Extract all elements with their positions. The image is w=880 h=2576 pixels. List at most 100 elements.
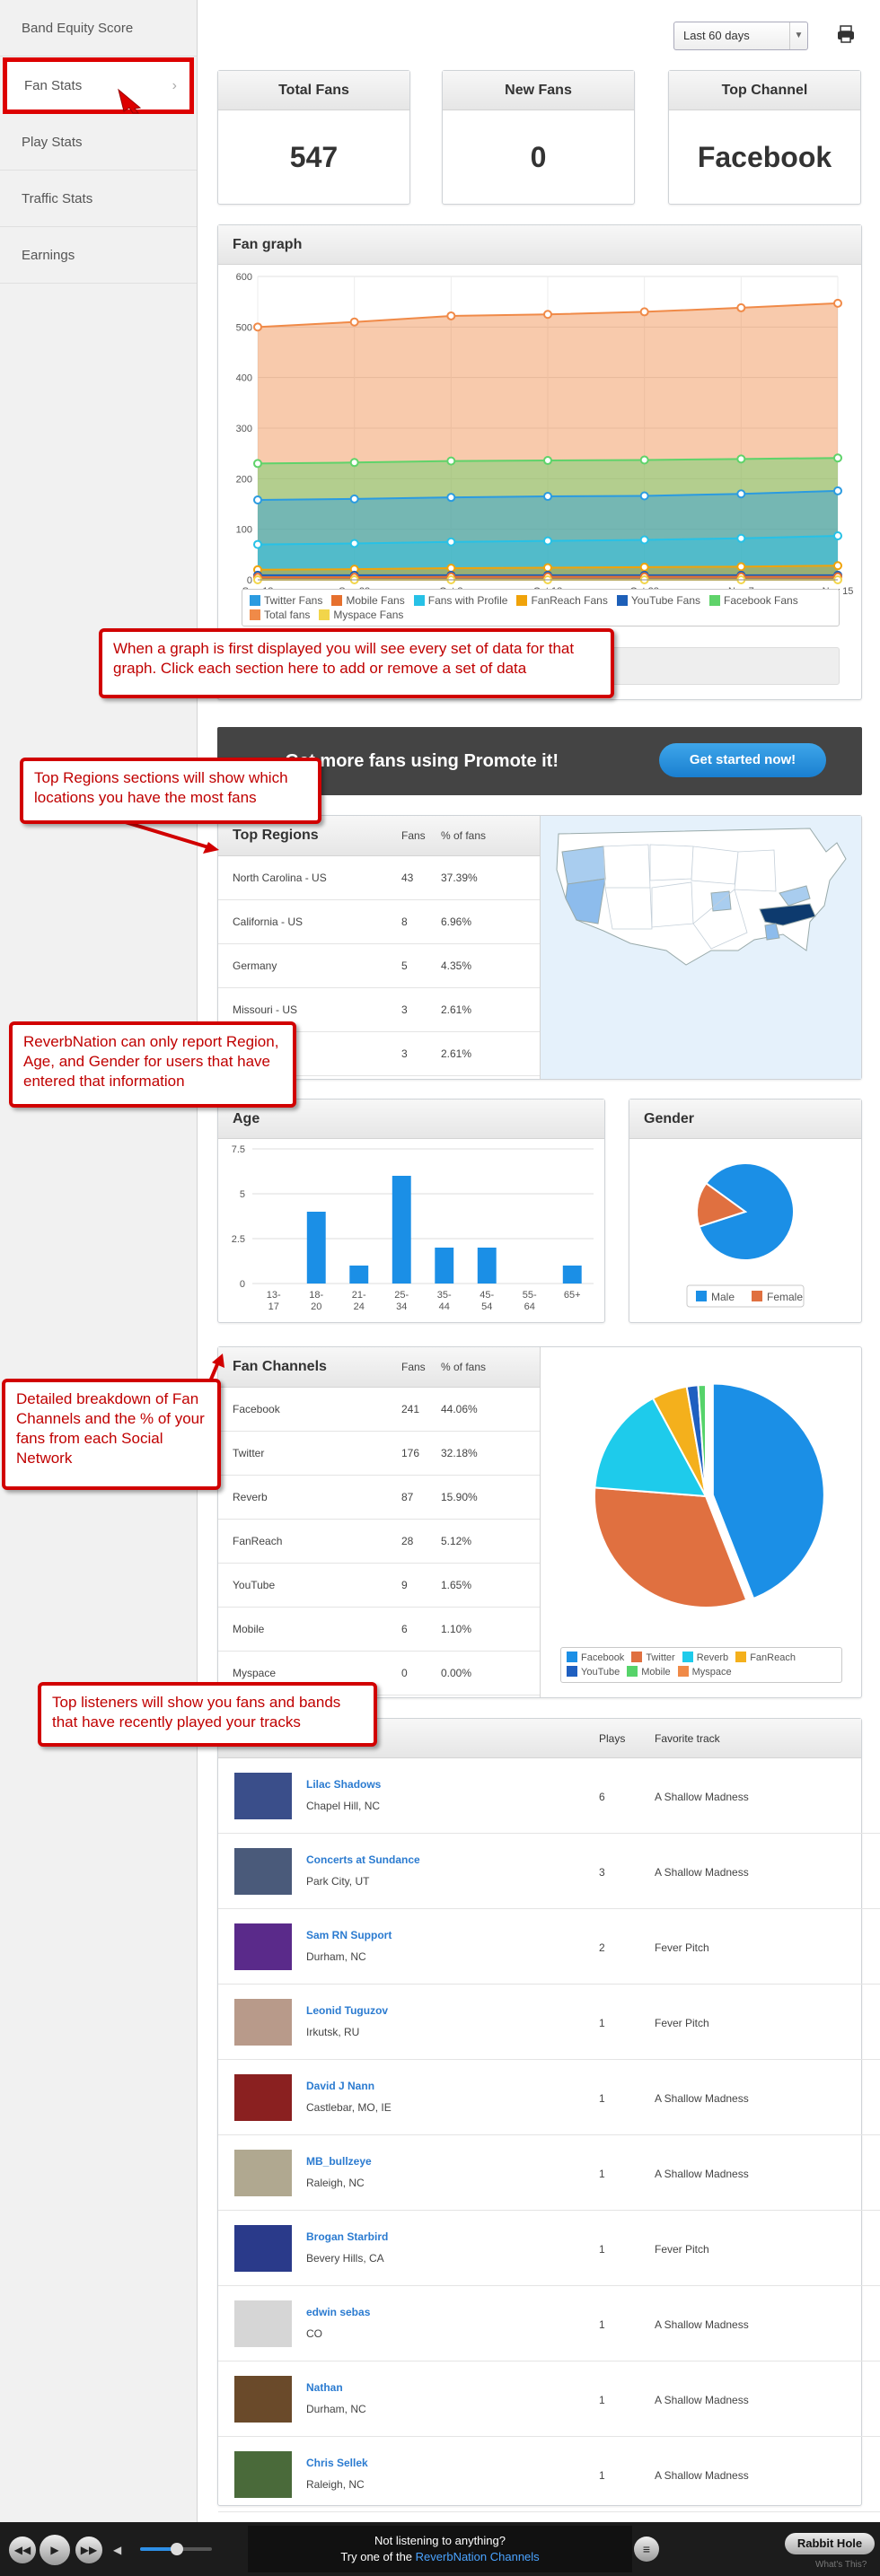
col-fans-header: Fans xyxy=(401,816,441,856)
listener-name[interactable]: Lilac Shadows xyxy=(306,1778,382,1791)
cell-pct: 15.90% xyxy=(441,1475,540,1520)
legend-item[interactable]: Mobile xyxy=(627,1665,671,1679)
age-bar xyxy=(349,1266,369,1284)
now-playing-line1: Not listening to anything? xyxy=(374,2534,506,2547)
volume-knob[interactable] xyxy=(171,2543,183,2555)
avatar[interactable] xyxy=(234,1773,292,1819)
listener-track: A Shallow Madness xyxy=(655,2092,749,2105)
channels-chart-area: Facebook Twitter Reverb FanReach YouTube Mobi… xyxy=(540,1347,861,1697)
legend-label: Facebook xyxy=(581,1652,625,1663)
fan-graph-chart: 6005004003002001000Sep 18Sep 28Oct 8Oct … xyxy=(236,272,854,597)
fan-graph-title: Fan graph xyxy=(218,225,861,265)
avatar[interactable] xyxy=(234,1848,292,1895)
listener-name[interactable]: David J Nann xyxy=(306,2080,375,2092)
legend-item[interactable]: Fans with Profile xyxy=(413,593,507,608)
legend-item[interactable]: Facebook Fans xyxy=(709,593,798,608)
legend-item[interactable]: Twitter Fans xyxy=(250,593,322,608)
legend-item[interactable]: Mobile Fans xyxy=(331,593,405,608)
legend-item[interactable]: YouTube Fans xyxy=(616,593,700,608)
avatar[interactable] xyxy=(234,1999,292,2046)
avatar[interactable] xyxy=(234,2074,292,2121)
avatar[interactable] xyxy=(234,1923,292,1970)
listener-name[interactable]: Nathan xyxy=(306,2381,343,2394)
gender-slice xyxy=(696,1181,748,1228)
cell-fans: 3 xyxy=(401,987,441,1032)
legend-label: FanReach xyxy=(750,1652,796,1663)
table-row: Mobile 6 1.10% xyxy=(218,1607,540,1652)
age-chart: 7.5 5 2.5 0 13-17 18-20 21-24 25-34 35-44 45-54 55… xyxy=(232,1144,594,1312)
avatar[interactable] xyxy=(234,2300,292,2347)
y-tick-label: 7.5 xyxy=(232,1144,245,1155)
us-map-icon xyxy=(556,828,847,966)
legend-swatch xyxy=(616,595,628,606)
play-button[interactable]: ▶ xyxy=(40,2535,70,2565)
listener-name[interactable]: Sam RN Support xyxy=(306,1929,392,1941)
x-tick-label: 25-34 xyxy=(394,1290,409,1312)
legend-item[interactable]: YouTube xyxy=(567,1665,620,1679)
legend-label: Twitter xyxy=(646,1652,675,1663)
age-bar xyxy=(562,1266,582,1284)
data-point xyxy=(736,302,746,312)
table-row: Germany 5 4.35% xyxy=(218,943,540,988)
legend-item[interactable]: FanReach Fans xyxy=(516,593,608,608)
cell-pct: 2.61% xyxy=(441,987,540,1032)
data-point xyxy=(253,459,262,469)
legend-swatch xyxy=(567,1652,577,1662)
col-plays-header: Plays xyxy=(599,1732,626,1745)
listener-name[interactable]: Chris Sellek xyxy=(306,2457,368,2469)
data-point xyxy=(639,455,649,465)
rabbit-hole-button[interactable]: Rabbit Hole xyxy=(785,2533,875,2554)
y-tick-label: 300 xyxy=(236,424,252,434)
listener-track: A Shallow Madness xyxy=(655,1866,749,1879)
legend-item[interactable]: Total fans xyxy=(250,608,310,622)
listener-name[interactable]: MB_bullzeye xyxy=(306,2155,372,2168)
data-point xyxy=(639,535,649,545)
legend-item[interactable]: FanReach xyxy=(735,1651,796,1665)
next-button[interactable]: ▶▶ xyxy=(75,2537,102,2563)
listener-name[interactable]: Leonid Tuguzov xyxy=(306,2004,389,2017)
sidebar-item-earnings[interactable]: Earnings xyxy=(0,227,197,284)
avatar[interactable] xyxy=(234,2376,292,2423)
cell-fans: 6 xyxy=(401,1607,441,1652)
whats-this-link[interactable]: What's This? xyxy=(815,2560,867,2570)
listener-plays: 1 xyxy=(599,2017,605,2029)
legend-swatch xyxy=(752,1291,762,1301)
sidebar-item-fan-stats[interactable]: Fan Stats › xyxy=(3,57,194,114)
chevron-right-icon: › xyxy=(172,78,177,93)
listener-name[interactable]: Brogan Starbird xyxy=(306,2230,389,2243)
listener-location: Raleigh, NC xyxy=(306,2177,365,2189)
sidebar-item-traffic-stats[interactable]: Traffic Stats xyxy=(0,171,197,227)
date-range-select[interactable]: Last 60 days ▼ xyxy=(673,22,808,50)
callout-top-regions: Top Regions sections will show which loc… xyxy=(20,758,321,824)
avatar[interactable] xyxy=(234,2150,292,2196)
listener-row: Nathan Durham, NC 1 A Shallow Madness xyxy=(218,2361,880,2437)
legend-item[interactable]: Myspace xyxy=(677,1665,732,1679)
legend-swatch xyxy=(250,595,260,606)
legend-item[interactable]: Myspace Fans xyxy=(319,608,403,622)
new-fans-value: 0 xyxy=(530,141,547,173)
cell-channel: FanReach xyxy=(218,1519,401,1564)
playlist-menu-icon[interactable]: ≡ xyxy=(634,2537,659,2562)
legend-swatch xyxy=(735,1652,747,1662)
print-icon[interactable] xyxy=(835,23,857,45)
col-pct-header: % of fans xyxy=(441,816,540,856)
reverbnation-channels-link[interactable]: ReverbNation Channels xyxy=(415,2550,540,2563)
sidebar-item-play-stats[interactable]: Play Stats xyxy=(0,114,197,171)
get-started-button[interactable]: Get started now! xyxy=(659,743,826,777)
previous-button[interactable]: ◀◀ xyxy=(9,2537,36,2563)
age-bar xyxy=(392,1176,411,1284)
listener-name[interactable]: edwin sebas xyxy=(306,2306,371,2318)
sidebar-item-band-equity-score[interactable]: Band Equity Score xyxy=(0,0,197,57)
avatar[interactable] xyxy=(234,2451,292,2498)
legend-swatch xyxy=(331,595,343,606)
now-playing-line2: Try one of the ReverbNation Channels xyxy=(248,2549,632,2565)
legend-item[interactable]: Twitter xyxy=(631,1651,675,1665)
legend-item[interactable]: Reverb xyxy=(682,1651,728,1665)
cell-pct: 5.12% xyxy=(441,1519,540,1564)
listener-name[interactable]: Concerts at Sundance xyxy=(306,1853,420,1866)
listener-track: A Shallow Madness xyxy=(655,2318,749,2331)
x-tick-line: 21- xyxy=(352,1290,366,1301)
legend-item[interactable]: Facebook xyxy=(567,1651,624,1665)
avatar[interactable] xyxy=(234,2225,292,2272)
cell-pct: 4.35% xyxy=(441,943,540,988)
